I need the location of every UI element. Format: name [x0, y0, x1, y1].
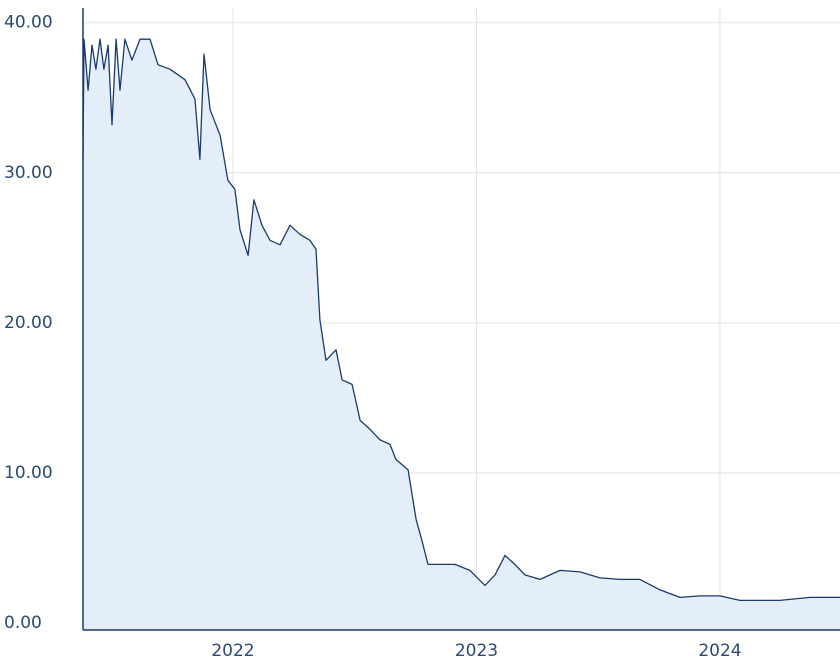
y-tick-label: 30.00	[4, 163, 53, 183]
line	[82, 38, 840, 602]
x-tick-label: 2022	[211, 641, 254, 659]
area	[83, 39, 840, 630]
y-tick-label: 10.00	[4, 463, 53, 483]
y-tick-label: 20.00	[4, 313, 53, 333]
y-tick-label: 40.00	[4, 13, 53, 33]
y-tick-label: 0.00	[4, 613, 42, 633]
x-tick-label: 2023	[455, 641, 498, 659]
x-tick-label: 2024	[698, 641, 741, 659]
